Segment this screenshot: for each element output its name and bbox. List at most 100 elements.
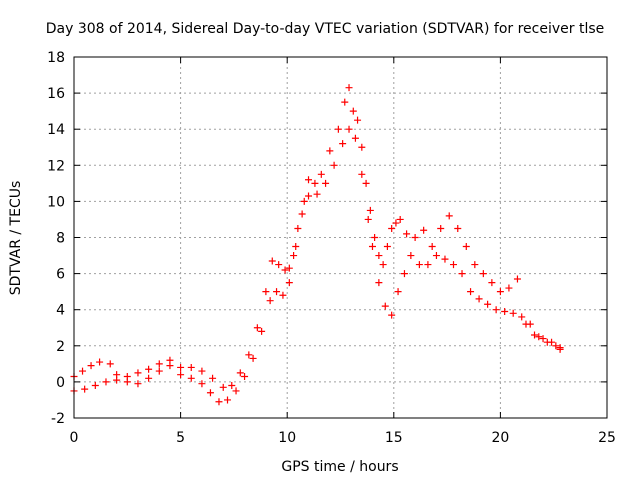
data-point xyxy=(290,252,298,260)
data-point xyxy=(475,295,483,303)
data-point xyxy=(375,279,383,287)
y-tick-label: 14 xyxy=(47,122,65,138)
y-tick-label: 8 xyxy=(56,231,65,247)
data-point xyxy=(351,134,359,142)
y-tick-label: -2 xyxy=(51,411,65,427)
data-point xyxy=(368,243,376,251)
y-tick-label: 2 xyxy=(56,339,65,355)
data-point xyxy=(509,309,517,317)
data-point xyxy=(249,354,257,362)
data-point xyxy=(381,302,389,310)
data-point xyxy=(415,261,423,269)
data-point xyxy=(471,261,479,269)
data-point xyxy=(81,385,89,393)
data-point xyxy=(206,389,214,397)
data-point xyxy=(79,367,87,375)
data-point xyxy=(388,224,396,232)
data-point xyxy=(556,345,564,353)
data-point xyxy=(411,234,419,241)
data-point xyxy=(375,252,383,260)
data-point xyxy=(313,190,321,198)
x-tick-label: 5 xyxy=(176,430,185,446)
plot-frame xyxy=(73,56,608,419)
data-point xyxy=(155,360,163,368)
y-tick-label: 4 xyxy=(56,303,65,319)
data-point xyxy=(462,243,470,251)
data-point xyxy=(311,179,319,187)
data-point xyxy=(330,161,338,169)
data-point xyxy=(505,284,513,292)
data-point xyxy=(305,192,313,200)
data-point xyxy=(488,279,496,287)
data-point xyxy=(437,224,445,232)
x-tick-label: 15 xyxy=(385,430,403,446)
y-tick-label: 10 xyxy=(47,194,65,210)
data-point xyxy=(96,358,104,366)
data-point xyxy=(232,387,240,395)
data-point xyxy=(445,212,453,220)
data-point xyxy=(155,367,163,375)
data-point xyxy=(518,313,526,321)
data-point xyxy=(145,365,153,373)
data-point xyxy=(366,206,374,214)
x-tick-label: 20 xyxy=(491,430,509,446)
data-point xyxy=(177,371,185,379)
data-point xyxy=(403,230,411,238)
data-point xyxy=(258,327,266,335)
y-tick-label: 6 xyxy=(56,267,65,283)
data-point xyxy=(362,179,370,187)
data-point xyxy=(236,369,244,377)
data-point xyxy=(187,363,195,371)
data-point xyxy=(454,224,462,232)
data-point xyxy=(87,362,95,370)
data-point xyxy=(266,297,274,305)
x-axis-label: GPS time / hours xyxy=(281,459,398,475)
y-axis-label: SDTVAR / TECUs xyxy=(8,181,24,296)
data-point xyxy=(106,360,114,368)
data-point xyxy=(300,197,308,205)
data-point xyxy=(123,378,131,386)
data-point xyxy=(292,243,300,251)
data-point xyxy=(166,362,174,370)
data-point xyxy=(262,288,270,296)
data-point xyxy=(358,170,366,178)
data-point xyxy=(496,288,504,296)
data-point xyxy=(334,125,342,133)
data-point xyxy=(467,288,475,296)
data-point xyxy=(531,331,539,339)
data-point xyxy=(339,140,347,148)
data-point xyxy=(219,383,227,391)
data-point xyxy=(345,84,353,92)
data-point xyxy=(209,374,217,382)
data-point xyxy=(354,116,362,124)
data-point xyxy=(253,324,261,332)
data-point xyxy=(177,363,185,371)
data-point xyxy=(424,261,432,269)
data-point xyxy=(294,224,302,232)
data-point xyxy=(341,98,349,106)
data-point xyxy=(458,270,466,278)
data-point xyxy=(268,257,276,265)
y-tick-label: 18 xyxy=(47,50,65,66)
data-point xyxy=(388,311,396,319)
data-point xyxy=(317,170,325,178)
data-point xyxy=(281,266,289,274)
data-point xyxy=(102,378,110,386)
data-point xyxy=(245,351,253,359)
data-point xyxy=(113,376,121,384)
y-tick-label: 12 xyxy=(47,158,65,174)
data-point xyxy=(428,243,436,251)
data-point xyxy=(228,382,236,390)
data-point xyxy=(484,300,492,308)
data-point xyxy=(285,279,293,287)
data-point xyxy=(492,306,500,314)
data-point xyxy=(349,107,357,115)
data-point xyxy=(134,380,142,388)
data-point xyxy=(273,288,281,296)
data-point xyxy=(134,369,142,377)
x-tick-label: 0 xyxy=(70,430,79,446)
data-point xyxy=(526,320,534,328)
data-point xyxy=(539,335,547,343)
